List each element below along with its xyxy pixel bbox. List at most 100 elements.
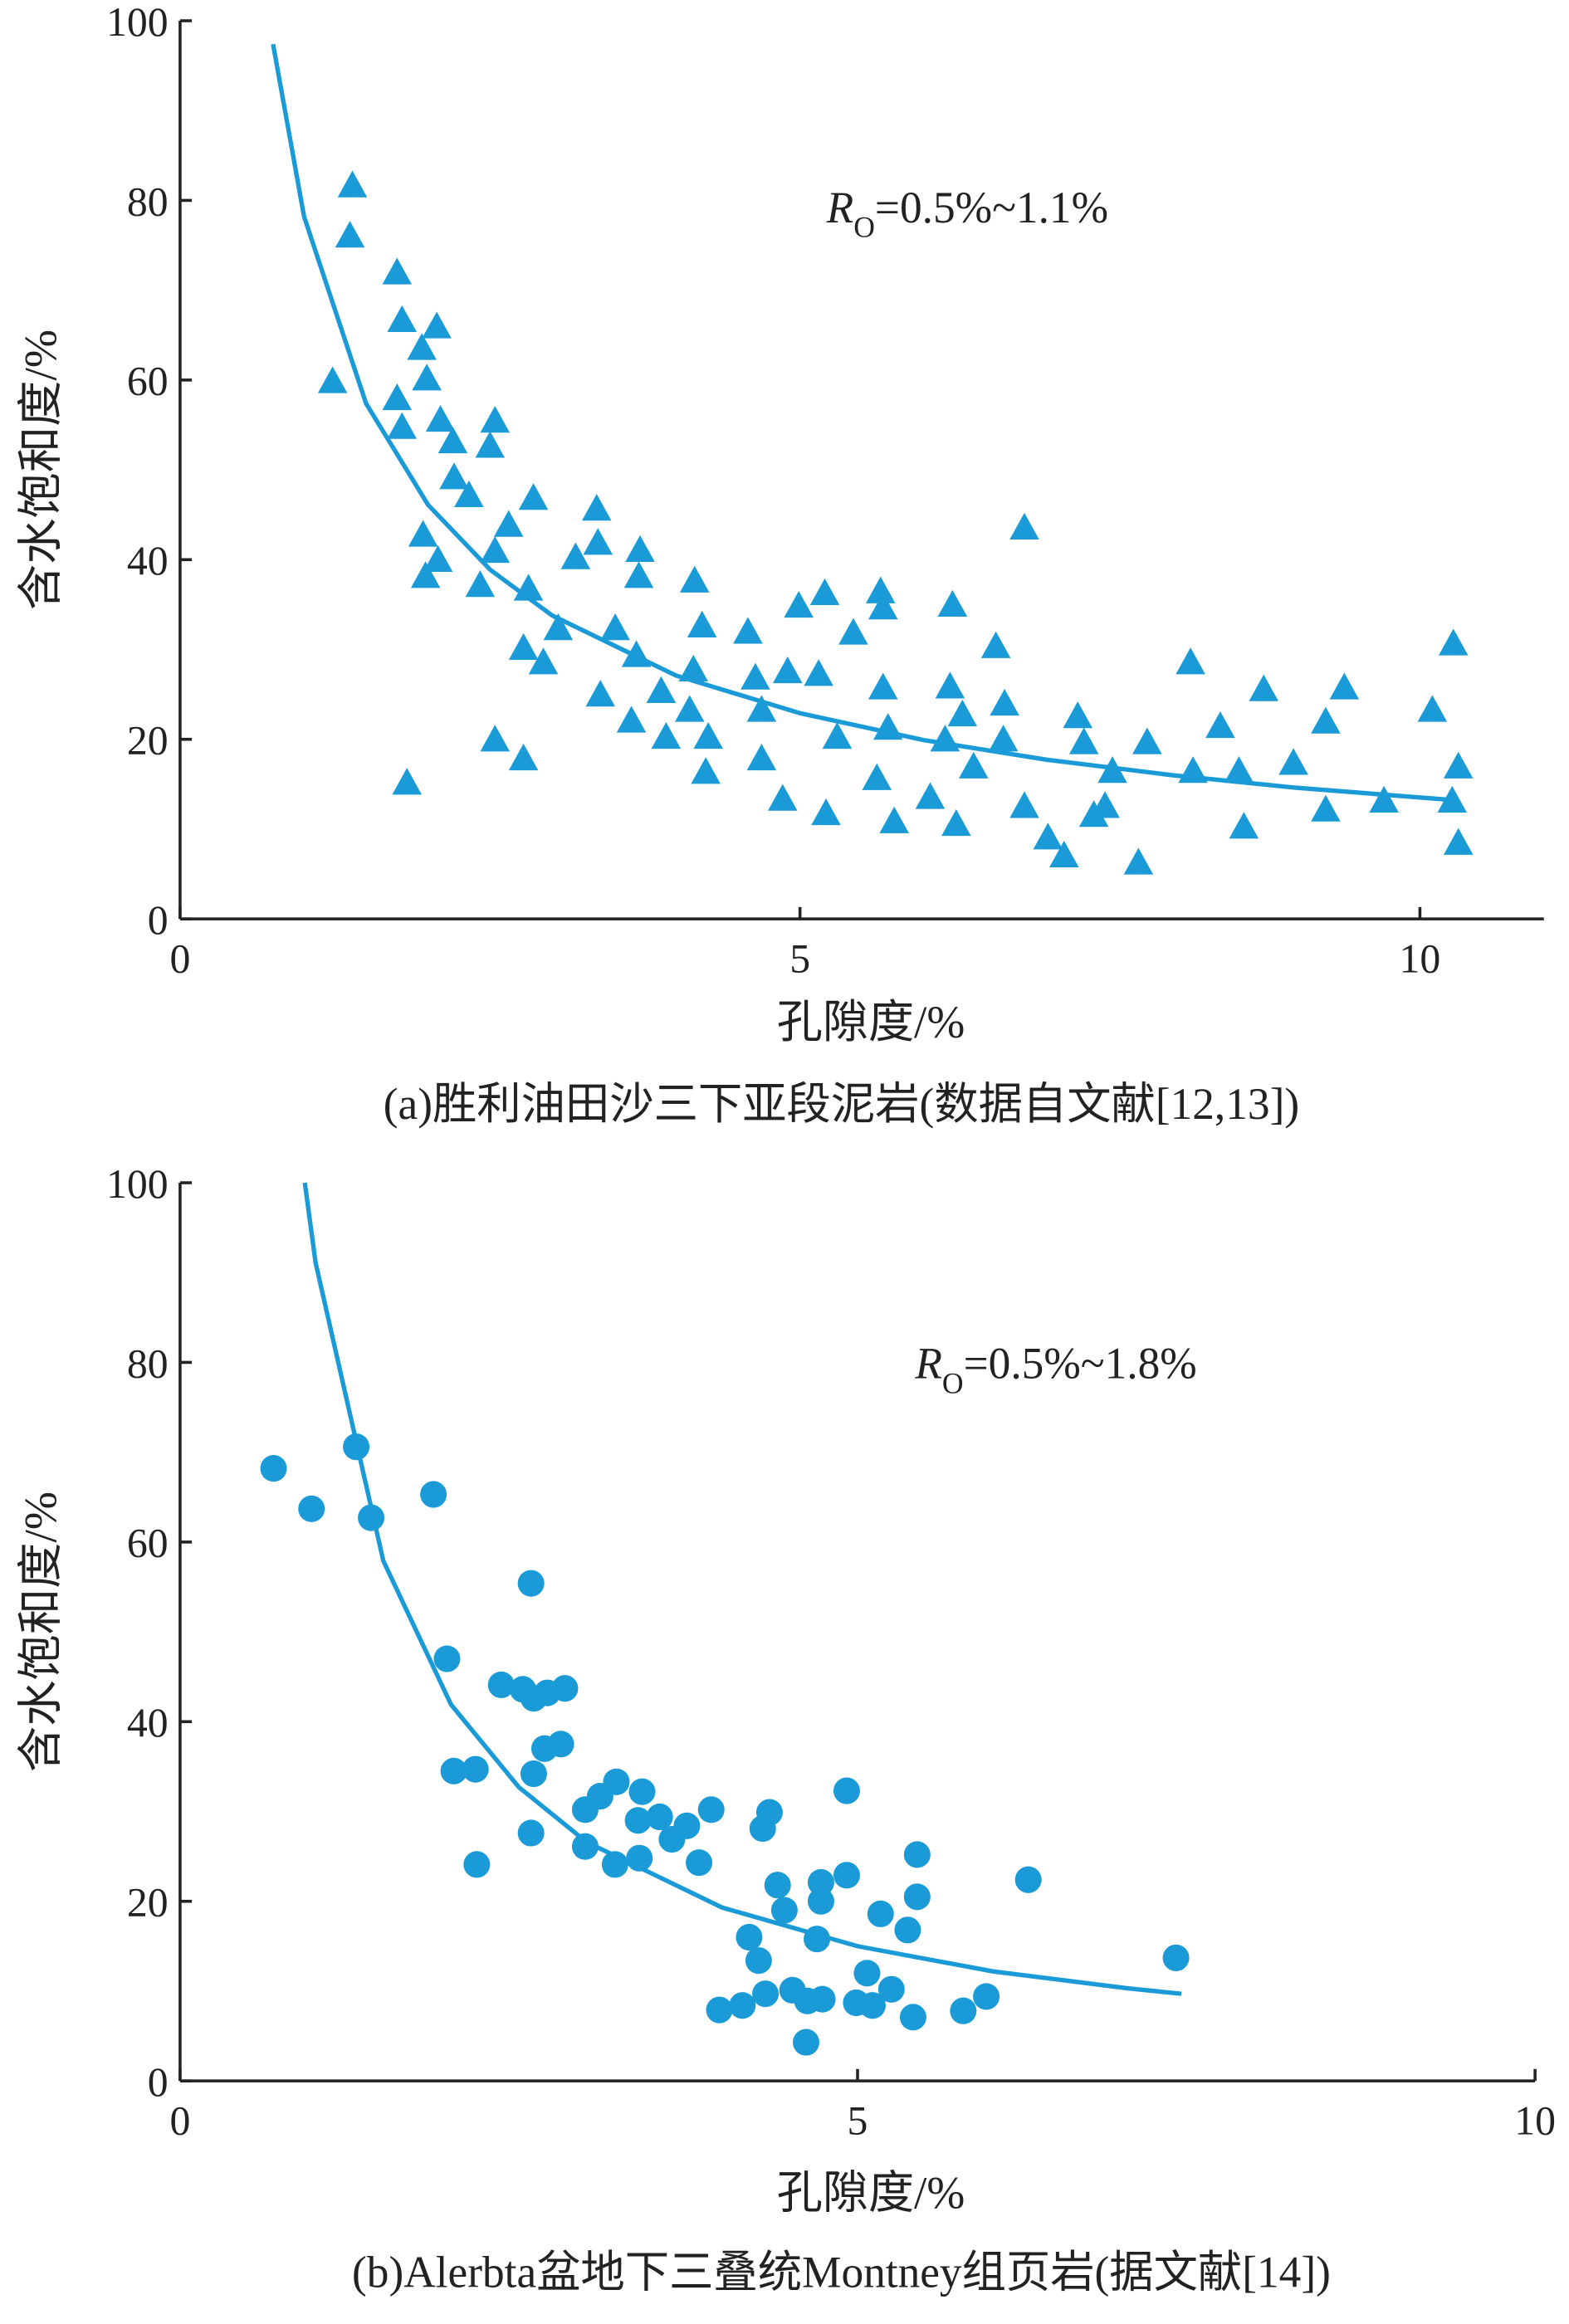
point bbox=[551, 1675, 579, 1702]
fit-curve bbox=[302, 1182, 1182, 1996]
y-tick-label: 20 bbox=[127, 1879, 169, 1925]
y-tick-label: 100 bbox=[106, 0, 169, 45]
point bbox=[809, 578, 840, 605]
point bbox=[697, 1796, 725, 1824]
point bbox=[616, 706, 647, 733]
point bbox=[260, 1455, 287, 1482]
point bbox=[508, 743, 539, 771]
y-tick-label: 0 bbox=[148, 897, 169, 943]
point bbox=[745, 1947, 772, 1975]
point bbox=[867, 1900, 894, 1927]
point bbox=[462, 1755, 489, 1783]
point bbox=[915, 782, 946, 809]
x-axis-label: 孔隙度/% bbox=[777, 2168, 965, 2219]
point bbox=[807, 1868, 834, 1897]
point bbox=[935, 671, 965, 699]
point bbox=[480, 406, 511, 433]
point bbox=[947, 699, 978, 727]
point bbox=[439, 462, 469, 490]
point bbox=[1329, 672, 1360, 700]
point bbox=[382, 257, 413, 285]
point bbox=[560, 542, 591, 569]
point bbox=[736, 1923, 763, 1951]
point bbox=[571, 1833, 599, 1860]
fit-curve bbox=[271, 43, 1458, 803]
point bbox=[733, 617, 763, 644]
point bbox=[646, 1803, 673, 1831]
point bbox=[437, 426, 468, 454]
point bbox=[833, 1862, 860, 1889]
point bbox=[937, 589, 968, 618]
point bbox=[804, 659, 833, 686]
point bbox=[1249, 674, 1279, 701]
x-tick-label: 0 bbox=[169, 935, 190, 981]
point bbox=[601, 1851, 628, 1878]
annotation-symbol: R bbox=[826, 183, 854, 232]
point bbox=[903, 1883, 931, 1911]
point bbox=[858, 1992, 886, 2019]
point bbox=[518, 483, 549, 510]
point bbox=[1097, 756, 1127, 784]
point bbox=[454, 480, 484, 508]
point bbox=[1049, 840, 1079, 867]
annotation-symbol: R bbox=[914, 1339, 942, 1389]
x-tick-label: 10 bbox=[1514, 2097, 1556, 2143]
point bbox=[1278, 748, 1308, 775]
point bbox=[1369, 785, 1399, 813]
point bbox=[990, 688, 1019, 716]
point bbox=[673, 1812, 701, 1839]
point bbox=[583, 528, 613, 555]
point bbox=[1205, 711, 1235, 739]
point bbox=[838, 618, 868, 645]
point bbox=[1229, 812, 1259, 839]
point bbox=[706, 1996, 733, 2024]
point bbox=[1443, 828, 1474, 855]
point bbox=[679, 565, 710, 593]
point bbox=[865, 576, 896, 603]
point bbox=[804, 1926, 831, 1953]
point bbox=[1033, 823, 1063, 850]
point bbox=[358, 1504, 385, 1531]
point bbox=[1162, 1944, 1190, 1971]
point bbox=[862, 763, 892, 790]
point bbox=[651, 721, 682, 749]
x-tick-label: 0 bbox=[169, 2097, 190, 2143]
point bbox=[872, 713, 903, 740]
annotation-text: =0.5%~1.1% bbox=[875, 183, 1108, 232]
point bbox=[600, 613, 630, 641]
point bbox=[686, 1849, 713, 1877]
point bbox=[1178, 756, 1208, 784]
point bbox=[853, 1960, 881, 1987]
point bbox=[623, 561, 654, 588]
point bbox=[624, 1807, 652, 1834]
y-tick-label: 100 bbox=[106, 1161, 169, 1207]
point bbox=[809, 1985, 836, 2013]
point bbox=[811, 798, 841, 826]
point bbox=[433, 1645, 461, 1672]
point bbox=[337, 170, 368, 198]
point bbox=[958, 751, 989, 779]
point bbox=[988, 725, 1019, 752]
point bbox=[420, 1481, 447, 1508]
point bbox=[382, 383, 413, 411]
point bbox=[807, 1887, 834, 1915]
point bbox=[422, 311, 452, 339]
x-axis-label: 孔隙度/% bbox=[777, 997, 965, 1047]
point bbox=[755, 1799, 783, 1826]
annotation-subscript: O bbox=[853, 211, 875, 244]
point bbox=[764, 1872, 791, 1899]
point bbox=[1443, 751, 1474, 779]
annotation-subscript: O bbox=[942, 1367, 964, 1400]
point bbox=[1014, 1866, 1042, 1893]
point bbox=[625, 535, 655, 563]
point bbox=[547, 1731, 574, 1758]
point bbox=[343, 1433, 370, 1461]
point bbox=[1311, 794, 1341, 822]
annotation: RO=0.5%~1.8% bbox=[914, 1339, 1196, 1400]
point bbox=[543, 613, 574, 641]
annotation: RO=0.5%~1.1% bbox=[826, 183, 1108, 244]
point bbox=[493, 510, 524, 537]
point bbox=[520, 1760, 547, 1788]
point bbox=[767, 784, 798, 811]
